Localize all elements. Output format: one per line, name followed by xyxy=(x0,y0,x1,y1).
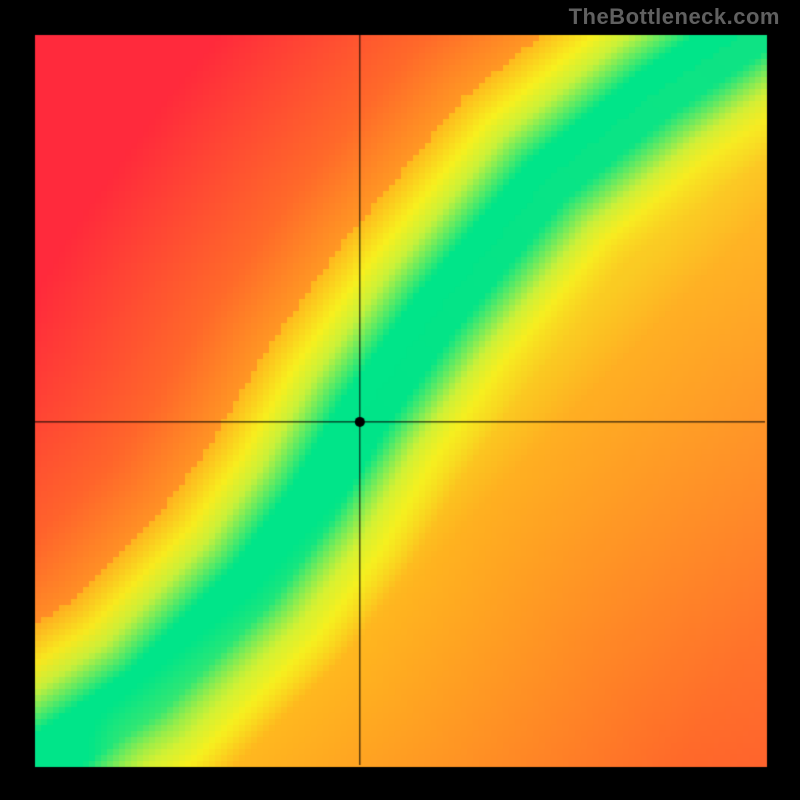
bottleneck-heatmap xyxy=(0,0,800,800)
watermark-text: TheBottleneck.com xyxy=(569,4,780,30)
chart-container: TheBottleneck.com xyxy=(0,0,800,800)
